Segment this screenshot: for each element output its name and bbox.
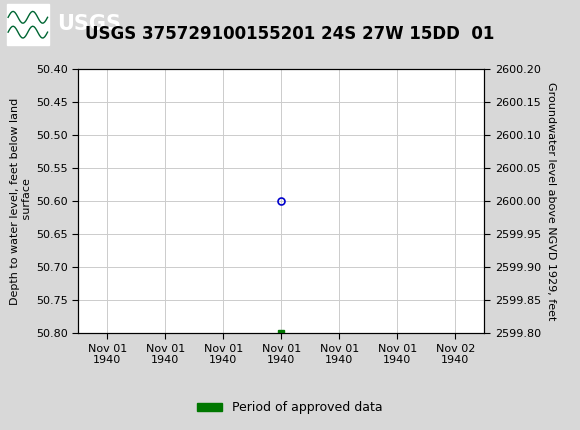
Text: USGS: USGS (57, 14, 121, 34)
Legend: Period of approved data: Period of approved data (192, 396, 388, 419)
FancyBboxPatch shape (7, 4, 49, 46)
Text: USGS 375729100155201 24S 27W 15DD  01: USGS 375729100155201 24S 27W 15DD 01 (85, 25, 495, 43)
Y-axis label: Depth to water level, feet below land
 surface: Depth to water level, feet below land su… (10, 98, 32, 304)
Y-axis label: Groundwater level above NGVD 1929, feet: Groundwater level above NGVD 1929, feet (546, 82, 556, 320)
